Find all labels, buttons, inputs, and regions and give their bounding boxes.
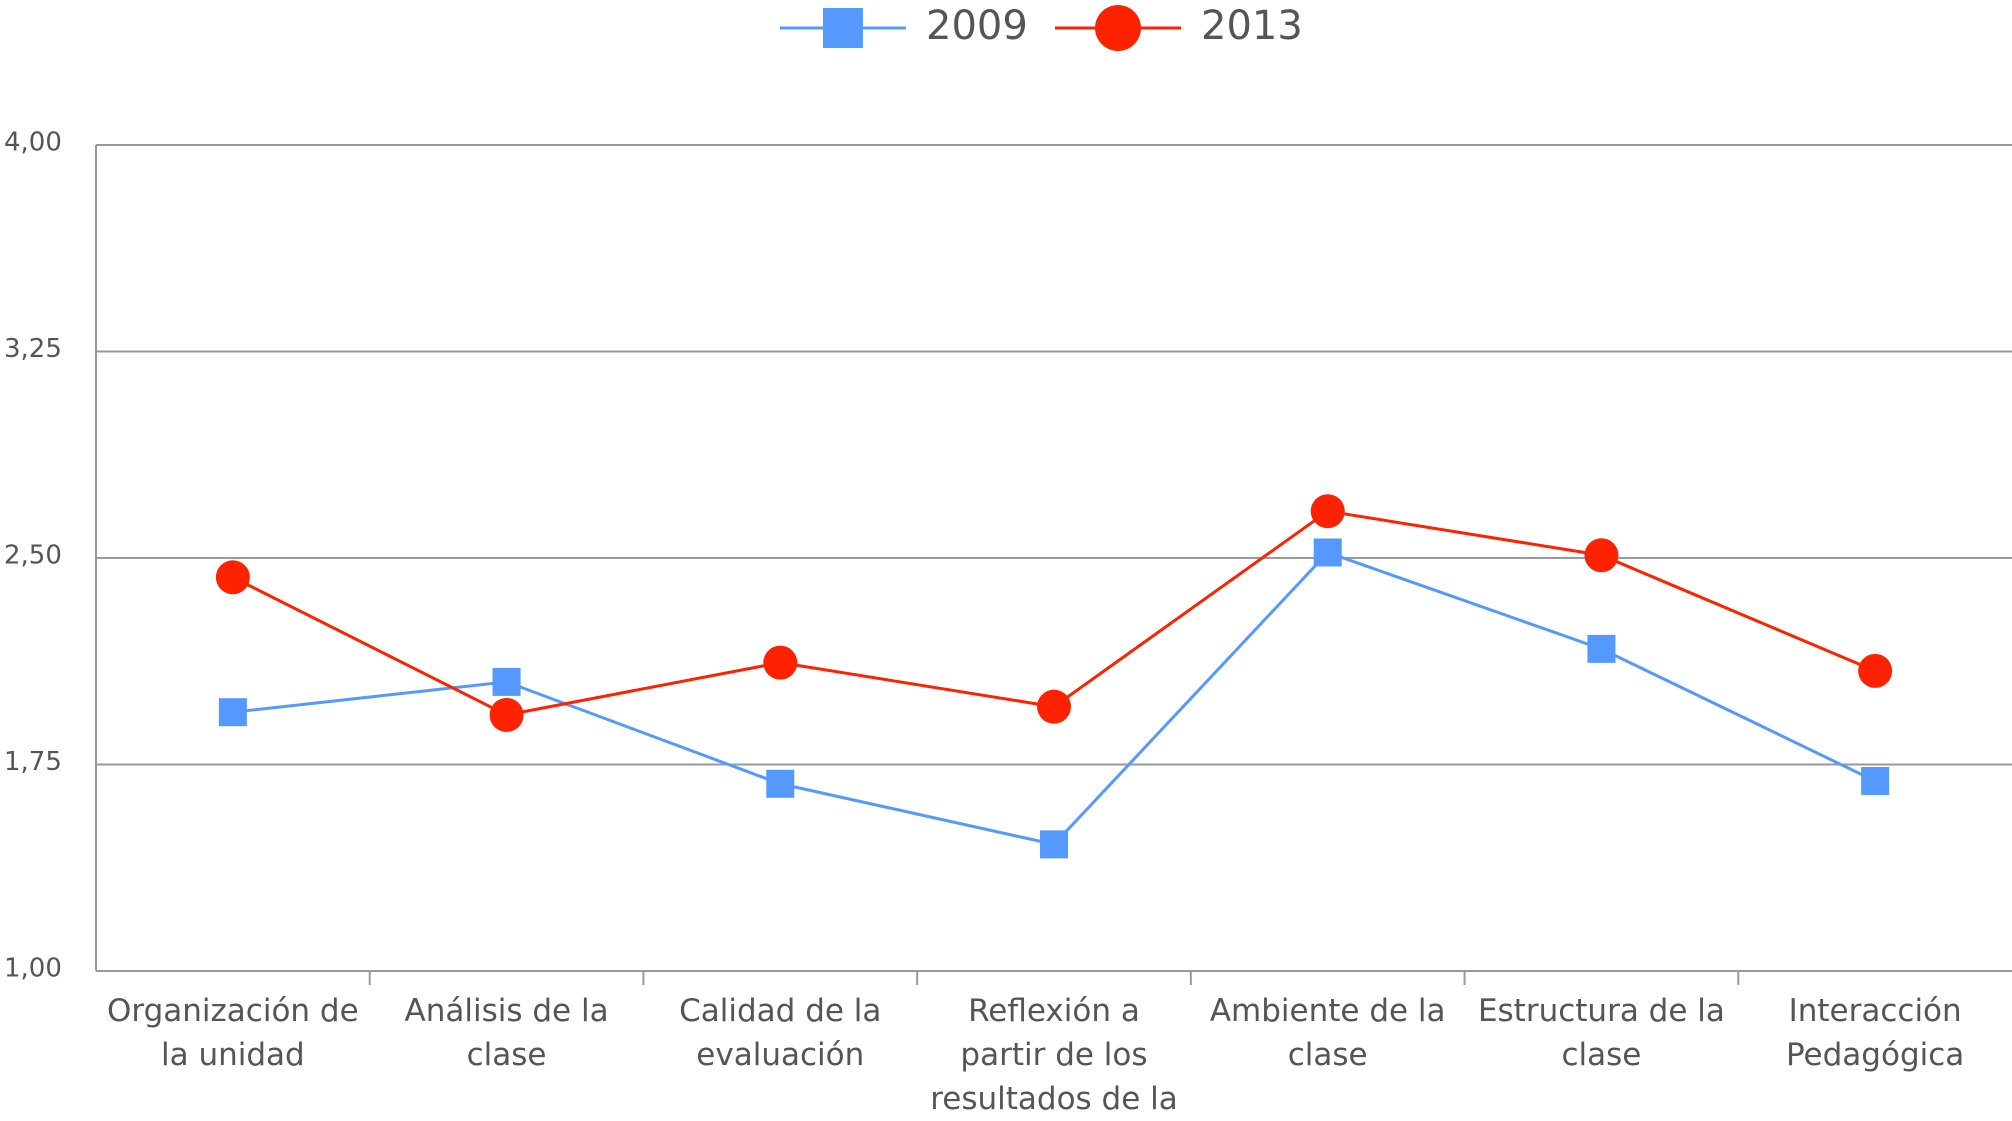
marker [215, 560, 250, 595]
y-tick-label: 2,50 [4, 541, 62, 571]
x-tick-label: Ambiente de la clase [1209, 993, 1446, 1073]
marker [763, 645, 798, 680]
marker [766, 769, 795, 798]
marker [1313, 538, 1342, 567]
marker [218, 698, 247, 727]
marker [1584, 538, 1619, 573]
marker [1310, 494, 1345, 529]
marker [1861, 767, 1890, 796]
y-tick-label: 1,75 [4, 747, 62, 777]
x-tick-label: Calidad de la evaluación [679, 993, 882, 1073]
y-tick-label: 4,00 [4, 128, 62, 158]
x-tick-label: Estructura de la clase [1477, 993, 1725, 1073]
y-tick-label: 1,00 [4, 954, 62, 984]
marker [1858, 653, 1893, 688]
x-tick-label: Reflexión a partir de los resultados de … [930, 993, 1178, 1117]
legend: 2009 2013 [780, 3, 1303, 51]
x-tick-label: Organización de la unidad [107, 993, 359, 1073]
legend-marker [1095, 5, 1141, 51]
marker [1040, 830, 1068, 859]
legend-marker [823, 8, 863, 48]
marker [489, 697, 524, 732]
y-tick-label: 3,25 [4, 334, 62, 364]
marker [1587, 634, 1616, 663]
x-tick-label: Interacción Pedagógica [1785, 993, 1965, 1073]
x-tick-label: Análisis de la clase [404, 993, 609, 1073]
marker [1037, 689, 1071, 724]
legend-label: 2013 [1201, 3, 1303, 49]
marker [492, 667, 521, 696]
legend-label: 2009 [926, 3, 1028, 49]
